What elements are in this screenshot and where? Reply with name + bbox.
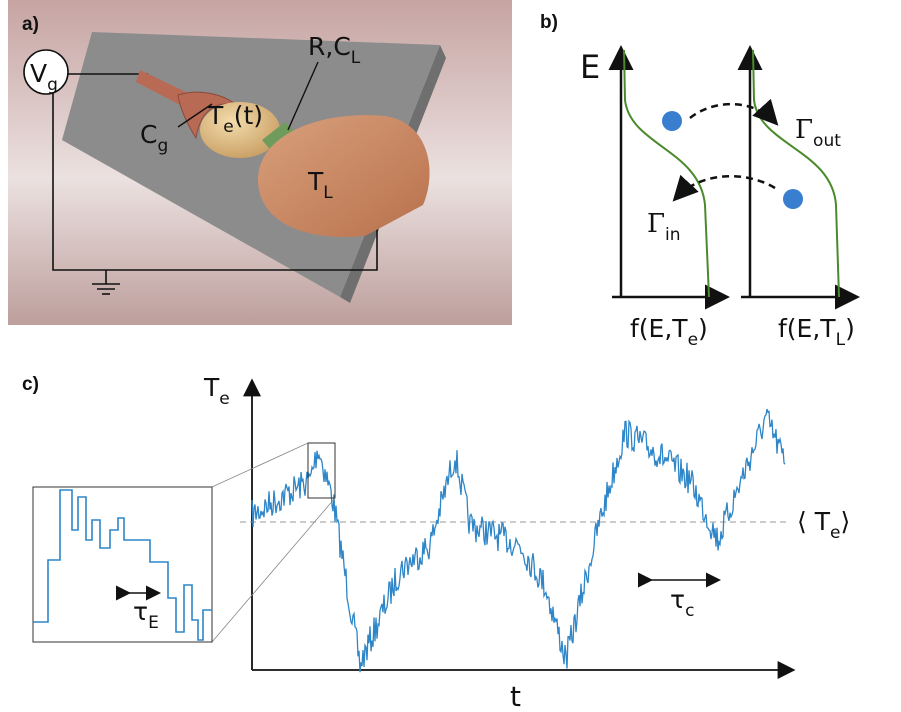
label: ⟨ Te⟩ [797, 507, 850, 543]
panel-b: b) E Γout Γin f(E,Te) f(E,TL) [540, 12, 855, 350]
fermi-curve [624, 50, 839, 297]
label: τc [670, 585, 694, 621]
axis-label: E [580, 48, 600, 86]
label: Γin [647, 209, 681, 245]
label: Γout [795, 115, 841, 151]
panel-c: c) Te t ⟨ Te⟩ τc τE [22, 373, 850, 712]
panel-label: a) [22, 14, 39, 35]
label: f(E,Te) [630, 314, 708, 350]
axes [252, 382, 792, 670]
label: f(E,TL) [778, 314, 855, 350]
zoom-lines [212, 443, 335, 642]
axis-label: Te [203, 373, 230, 409]
panel-a: a) Vg Cg Te(t) R,CL TL [8, 0, 512, 325]
axes [612, 50, 855, 297]
temperature-trace [252, 409, 785, 672]
axis-label: t [510, 680, 521, 712]
panel-label: c) [22, 374, 39, 395]
panel-label: b) [540, 12, 558, 33]
figure: a) Vg Cg Te(t) R,CL TL b) E Γout Γin f(E… [0, 0, 901, 712]
electron [662, 111, 682, 131]
electron [783, 189, 803, 209]
